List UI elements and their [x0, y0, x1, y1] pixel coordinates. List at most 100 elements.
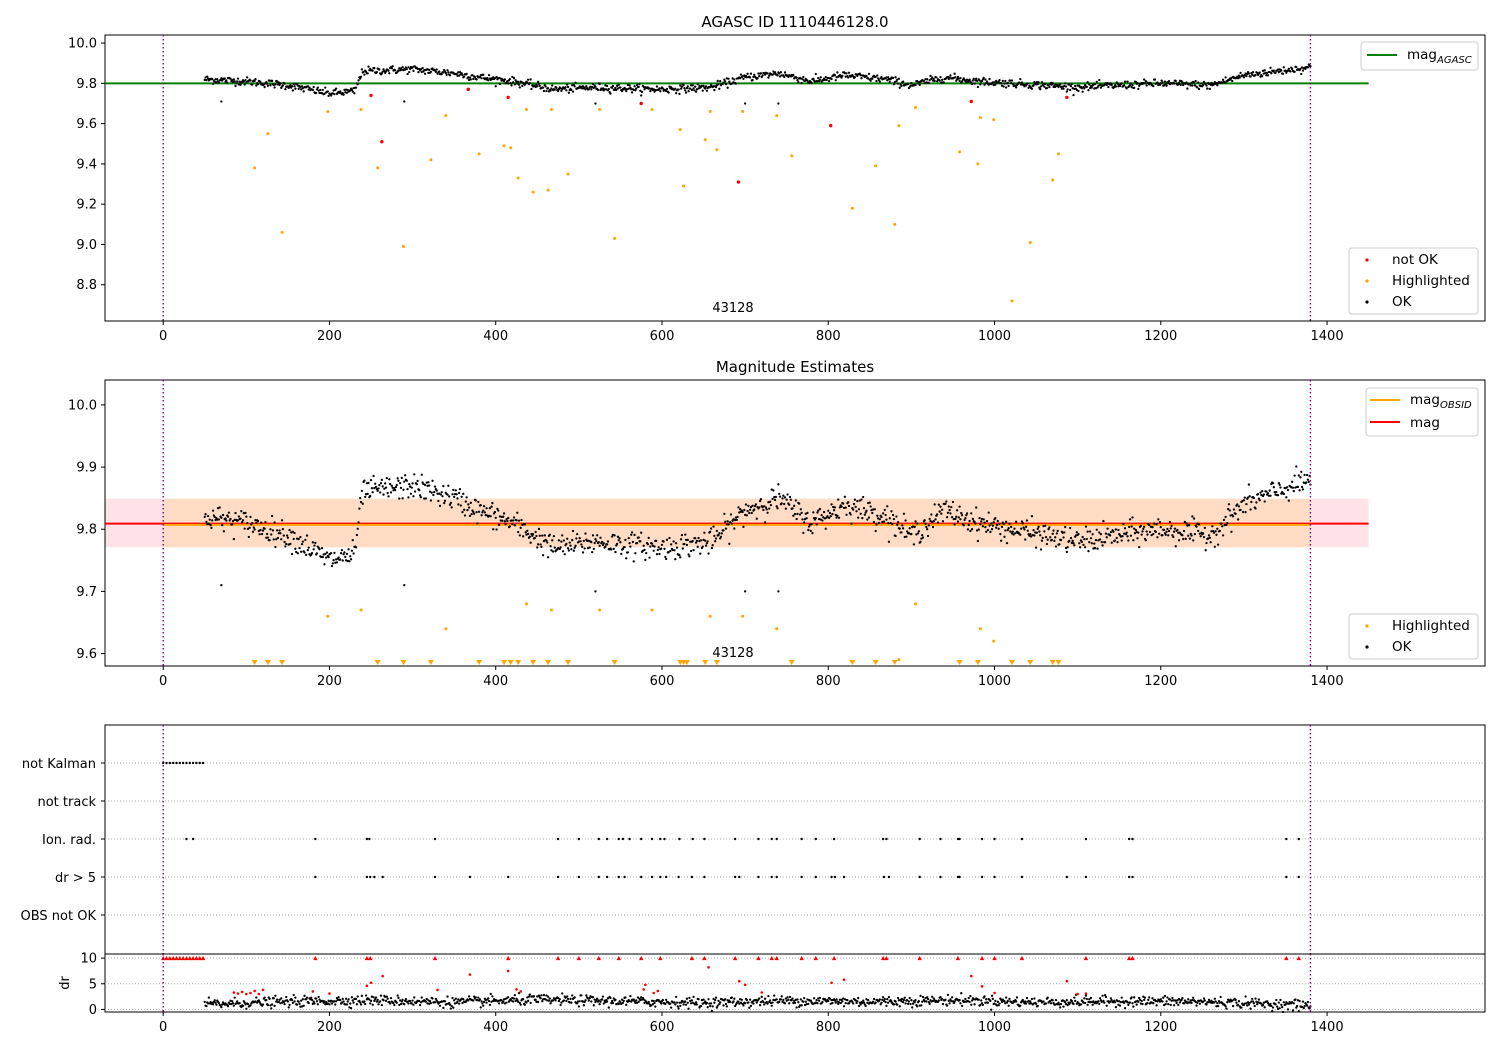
flag-point — [165, 761, 168, 765]
ok-point — [1254, 507, 1257, 510]
ok-point — [1223, 81, 1226, 85]
ok-point — [203, 515, 206, 518]
ok-point — [515, 519, 518, 522]
ok-point — [1055, 532, 1059, 535]
dr-ok-point — [1042, 1000, 1045, 1003]
ok-point — [1207, 534, 1211, 537]
ok-point — [875, 79, 878, 83]
ok-point — [1269, 494, 1272, 497]
ok-point — [1200, 82, 1203, 85]
ok-point — [1286, 488, 1290, 492]
dr-ok-point — [349, 1007, 353, 1010]
panel2-marker-legend: Highlighted OK — [1348, 613, 1479, 660]
legend-mag-obsid-sub: OBSID — [1440, 400, 1472, 411]
ok-point — [455, 493, 458, 496]
dr-ok-point — [374, 996, 378, 999]
ok-point — [784, 507, 788, 510]
dr-capped-marker — [732, 955, 738, 961]
ok-point — [869, 79, 872, 82]
ok-point — [250, 83, 254, 86]
ok-point — [274, 83, 277, 86]
highlighted-point — [531, 190, 535, 194]
ok-point — [1108, 534, 1112, 537]
ok-point — [463, 514, 467, 517]
ok-point — [919, 540, 922, 543]
dr-ok-point — [647, 1000, 650, 1004]
ok-point — [991, 524, 995, 527]
flag-point — [814, 837, 817, 841]
dr-ok-point — [364, 1002, 367, 1006]
dr-red-point — [993, 991, 996, 995]
dr-ok-point — [1192, 996, 1195, 999]
dr-ok-point — [1237, 1000, 1241, 1003]
ok-point — [1307, 480, 1310, 483]
dr-ok-point — [1156, 1000, 1159, 1003]
ok-point — [327, 555, 330, 559]
ok-point — [371, 69, 374, 72]
flag-point — [733, 837, 737, 841]
ok-point — [1039, 534, 1042, 537]
dr-ok-point — [857, 996, 860, 1000]
dr-ok-point — [977, 998, 980, 1001]
ok-point — [544, 85, 547, 88]
ok-point — [678, 554, 681, 557]
dr-ok-point — [818, 996, 822, 999]
highlighted-point — [266, 132, 270, 136]
ok-point — [550, 87, 553, 90]
dr-ok-point — [694, 1003, 697, 1006]
ok-point — [751, 78, 754, 82]
ok-point — [566, 547, 570, 550]
dr-ok-point — [611, 1001, 615, 1005]
ok-point — [294, 547, 297, 550]
ok-point — [1152, 532, 1155, 536]
ok-point — [439, 493, 443, 496]
flag-point — [1131, 875, 1134, 879]
dr-ok-point — [947, 999, 950, 1002]
ok-point — [461, 73, 464, 77]
dr-ok-point — [549, 1002, 552, 1005]
ok-point — [502, 512, 506, 515]
ok-point — [867, 516, 871, 519]
ok-point — [831, 512, 834, 516]
ok-point — [428, 484, 431, 487]
ok-point — [693, 89, 696, 92]
dr-ok-point — [526, 999, 530, 1002]
ok-point — [971, 517, 975, 521]
ok-point — [458, 488, 462, 491]
dr-ok-point — [610, 1002, 613, 1005]
dr-ok-point — [775, 998, 778, 1001]
dr-capped-marker — [1083, 955, 1089, 961]
ok-point — [1045, 542, 1049, 546]
ok-point — [774, 495, 778, 499]
dr-ok-point — [621, 1001, 625, 1005]
y-tick-label: 10.0 — [68, 37, 97, 52]
ok-point — [655, 539, 658, 542]
ok-point — [1054, 536, 1057, 539]
ok-point — [857, 508, 861, 511]
x-tick-label: 1200 — [1144, 674, 1177, 689]
ok-point — [1080, 540, 1083, 544]
dr-ok-point — [881, 998, 884, 1001]
ok-point — [588, 546, 591, 549]
ok-point — [818, 78, 822, 81]
dr-ok-point — [1028, 1002, 1031, 1005]
ok-point — [633, 533, 636, 537]
dr-ok-point — [1280, 1003, 1283, 1006]
dr-ok-point — [504, 997, 507, 1000]
ok-point — [1232, 508, 1236, 511]
ok-point — [1187, 534, 1190, 537]
dr-ok-point — [795, 1006, 798, 1009]
ok-point — [756, 77, 759, 80]
ok-point — [265, 532, 269, 536]
ok-point — [976, 539, 980, 543]
ok-point — [1264, 71, 1267, 74]
ok-point — [1014, 520, 1018, 523]
ok-point — [842, 502, 845, 505]
ok-point — [412, 69, 415, 72]
ok-point — [619, 541, 622, 544]
dr-ok-point — [937, 999, 940, 1002]
not-ok-point — [969, 99, 973, 104]
panel1-frame — [104, 34, 1486, 322]
dr-ok-point — [467, 999, 470, 1002]
ok-point — [795, 517, 798, 521]
